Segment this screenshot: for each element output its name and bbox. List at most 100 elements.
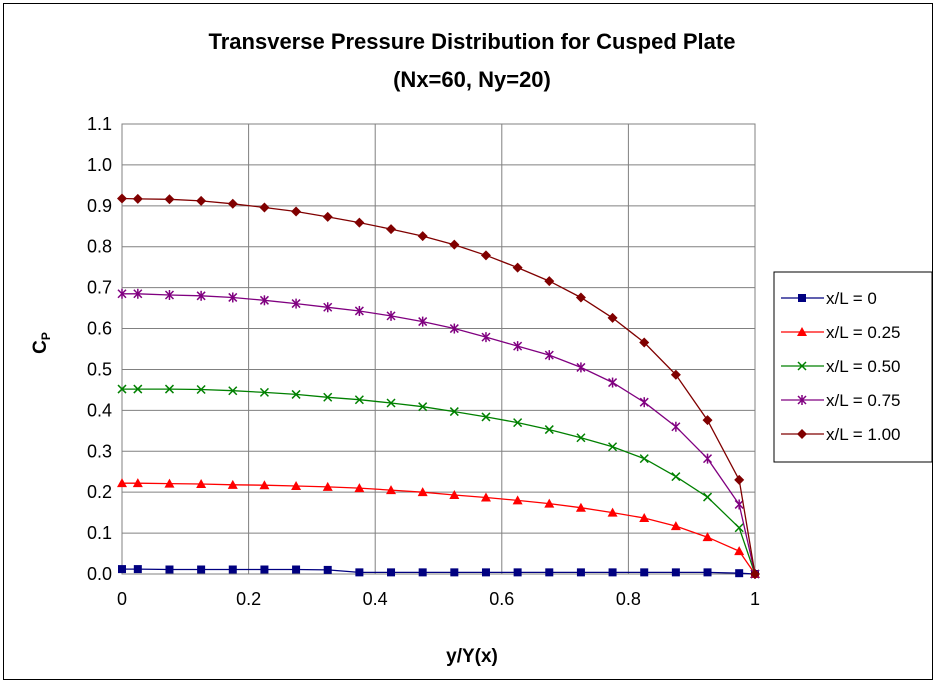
y-tick-label: 0.5 xyxy=(87,359,112,379)
x-marker-stroke xyxy=(513,418,523,428)
data-point xyxy=(118,565,126,574)
x-marker-stroke xyxy=(449,407,459,417)
data-point xyxy=(164,384,175,394)
triangle-marker-shape xyxy=(291,481,302,491)
data-point xyxy=(576,568,585,577)
diamond-marker-shape xyxy=(512,262,523,273)
chart-subtitle: (Nx=60, Ny=20) xyxy=(393,67,551,92)
diamond-marker-shape xyxy=(164,194,175,205)
x-tick-label: 0.6 xyxy=(489,589,514,609)
legend-item: x/L = 0.50 xyxy=(781,357,901,376)
x-marker-stroke xyxy=(671,472,681,482)
square-marker-shape xyxy=(418,568,427,577)
x-marker-stroke xyxy=(639,454,649,464)
data-point xyxy=(608,442,618,452)
data-point xyxy=(133,384,143,394)
data-point xyxy=(292,565,301,574)
data-point xyxy=(417,487,428,497)
data-point xyxy=(354,395,364,405)
y-tick-label: 0.1 xyxy=(87,523,112,543)
data-point xyxy=(227,198,238,209)
data-point xyxy=(354,483,365,493)
data-point xyxy=(481,412,491,422)
triangle-marker-shape xyxy=(117,478,127,488)
x-marker-stroke xyxy=(259,387,269,397)
data-point xyxy=(544,498,555,508)
x-marker-stroke xyxy=(608,442,618,452)
diamond-marker-shape xyxy=(354,217,365,228)
square-marker-shape xyxy=(355,568,364,577)
series-line xyxy=(122,388,756,575)
data-point xyxy=(481,568,490,577)
triangle-marker-shape xyxy=(164,478,175,488)
data-point xyxy=(117,193,127,204)
y-axis-label-main: C xyxy=(30,340,51,354)
x-marker-stroke xyxy=(117,384,127,394)
data-point xyxy=(734,474,745,485)
legend-marker xyxy=(797,327,807,336)
data-point xyxy=(354,217,365,228)
triangle-marker-shape xyxy=(386,485,397,495)
legend-item: x/L = 0 xyxy=(781,289,877,308)
triangle-marker-shape xyxy=(639,512,650,522)
diamond-marker-shape xyxy=(607,312,618,323)
data-point xyxy=(639,397,649,408)
square-marker-shape xyxy=(228,565,237,574)
diamond-marker-shape xyxy=(117,193,127,204)
data-point xyxy=(671,568,680,577)
square-marker-shape xyxy=(608,568,617,577)
y-tick-label: 0.7 xyxy=(87,278,112,298)
triangle-marker-shape xyxy=(670,521,681,531)
data-point xyxy=(117,384,127,394)
x-marker-stroke xyxy=(702,492,713,502)
x-tick-label: 0.8 xyxy=(616,589,641,609)
data-point xyxy=(117,288,127,299)
data-point xyxy=(671,472,681,482)
triangle-marker-shape xyxy=(734,546,745,556)
diamond-marker-shape xyxy=(259,202,270,213)
data-point xyxy=(607,312,618,323)
data-point xyxy=(545,568,554,577)
y-axis-label-subscript: P xyxy=(39,332,53,340)
triangle-marker-shape xyxy=(449,490,460,500)
data-point xyxy=(418,402,428,412)
data-point xyxy=(259,387,269,397)
y-tick-label: 0.9 xyxy=(87,196,112,216)
square-marker-shape xyxy=(545,568,554,577)
data-point xyxy=(291,298,301,309)
data-point xyxy=(418,568,427,577)
legend: x/L = 0 x/L = 0.25 x/L = 0.50 x/L = 0.75 x/L… xyxy=(773,271,933,463)
data-point xyxy=(544,425,554,435)
diamond-marker-shape xyxy=(750,569,760,579)
data-point xyxy=(734,546,745,556)
data-point xyxy=(575,292,586,303)
triangle-marker-shape xyxy=(259,480,270,490)
legend-label: x/L = 0 xyxy=(826,289,877,308)
data-point xyxy=(291,206,302,217)
data-point xyxy=(640,568,649,577)
square-marker-shape xyxy=(292,565,301,574)
x-tick-label: 0.4 xyxy=(363,589,388,609)
chart-title: Transverse Pressure Distribution for Cus… xyxy=(209,29,736,54)
data-point xyxy=(512,262,523,273)
data-point xyxy=(576,362,586,373)
data-point xyxy=(702,415,713,426)
data-point xyxy=(418,316,428,327)
data-point xyxy=(670,521,681,531)
legend-marker xyxy=(797,361,807,371)
data-point xyxy=(608,377,618,388)
x-marker-stroke xyxy=(544,425,554,435)
legend-label: x/L = 0.50 xyxy=(826,357,901,376)
data-point xyxy=(196,384,206,395)
y-tick-label: 1.0 xyxy=(87,155,112,175)
square-marker-shape xyxy=(640,568,649,577)
diamond-marker-shape xyxy=(670,369,681,380)
triangle-marker-shape xyxy=(512,495,523,505)
data-point xyxy=(165,565,174,574)
data-point xyxy=(323,565,332,574)
diamond-marker-shape xyxy=(449,239,460,250)
y-tick-label: 0.6 xyxy=(87,319,112,339)
square-marker-shape xyxy=(450,568,459,577)
plot-area-border xyxy=(121,123,756,575)
y-axis-label: CP xyxy=(30,332,53,354)
